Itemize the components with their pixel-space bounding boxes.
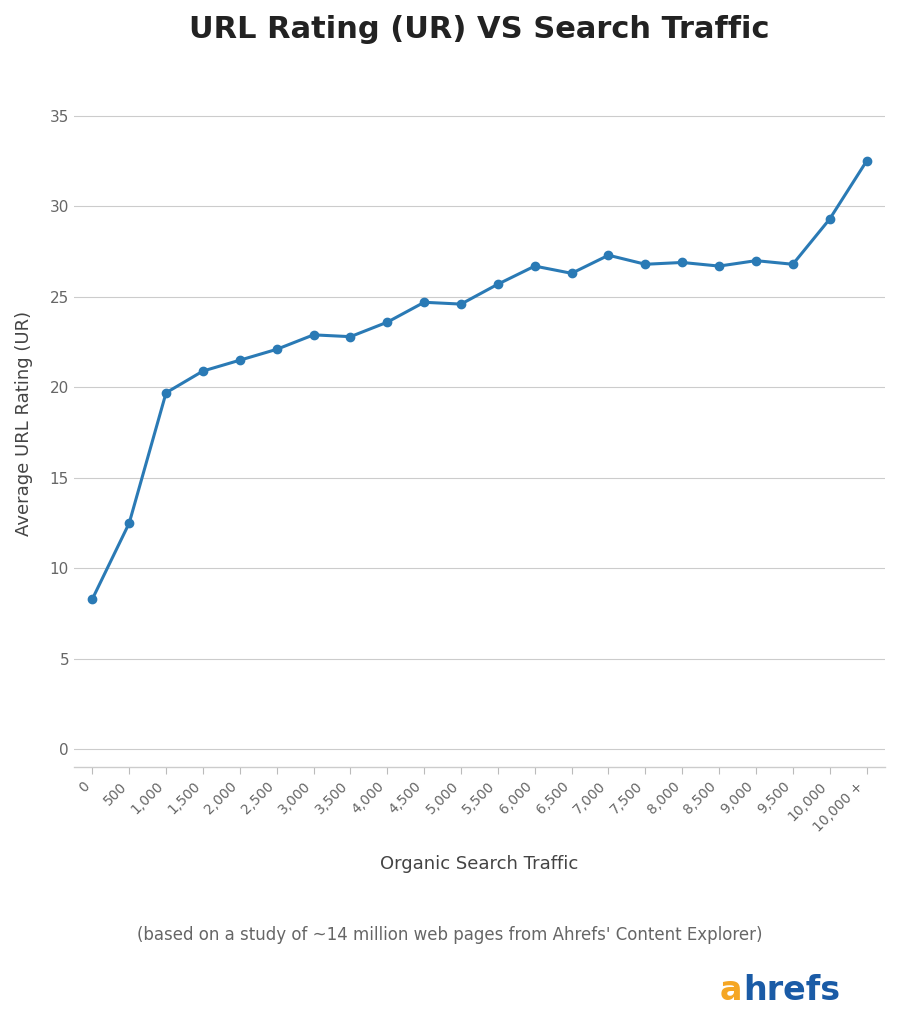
- Text: (based on a study of ~14 million web pages from Ahrefs' Content Explorer): (based on a study of ~14 million web pag…: [137, 926, 763, 944]
- Title: URL Rating (UR) VS Search Traffic: URL Rating (UR) VS Search Traffic: [189, 15, 770, 44]
- Text: hrefs: hrefs: [743, 974, 841, 1007]
- Y-axis label: Average URL Rating (UR): Average URL Rating (UR): [15, 311, 33, 536]
- X-axis label: Organic Search Traffic: Organic Search Traffic: [381, 855, 579, 873]
- Text: a: a: [720, 974, 742, 1007]
